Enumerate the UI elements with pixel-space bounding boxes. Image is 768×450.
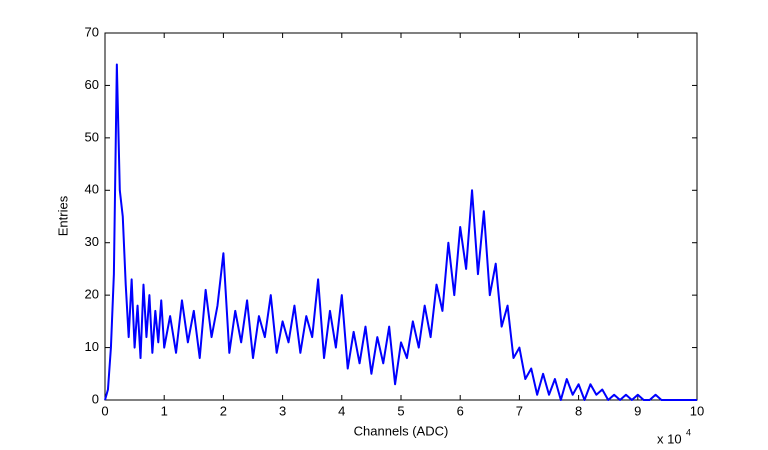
x-tick-label: 5 <box>397 403 404 418</box>
data-line <box>104 63 697 401</box>
x-tick-label: 2 <box>220 403 227 418</box>
x-tick-label: 3 <box>279 403 286 418</box>
x-tick-label: 9 <box>634 403 641 418</box>
y-tick-label: 20 <box>85 287 99 302</box>
y-tick-label: 70 <box>85 24 99 39</box>
x-tick-label: 8 <box>575 403 582 418</box>
y-tick-label: 0 <box>92 391 99 406</box>
y-tick-label: 60 <box>85 77 99 92</box>
x-tick-label: 0 <box>101 403 108 418</box>
x-tick-label: 6 <box>457 403 464 418</box>
y-tick-label: 50 <box>85 129 99 144</box>
x-axis-label: Channels (ADC) <box>354 423 449 438</box>
x-tick-label: 10 <box>690 403 704 418</box>
x-tick-label: 7 <box>516 403 523 418</box>
x-tick-label: 1 <box>161 403 168 418</box>
x-tick-label: 4 <box>338 403 345 418</box>
y-axis-label: Entries <box>55 195 70 236</box>
y-tick-label: 40 <box>85 182 99 197</box>
x-multiplier-exponent: 4 <box>686 427 691 437</box>
y-tick-label: 30 <box>85 234 99 249</box>
y-tick-label: 10 <box>85 339 99 354</box>
x-multiplier: x 10 <box>657 431 682 446</box>
